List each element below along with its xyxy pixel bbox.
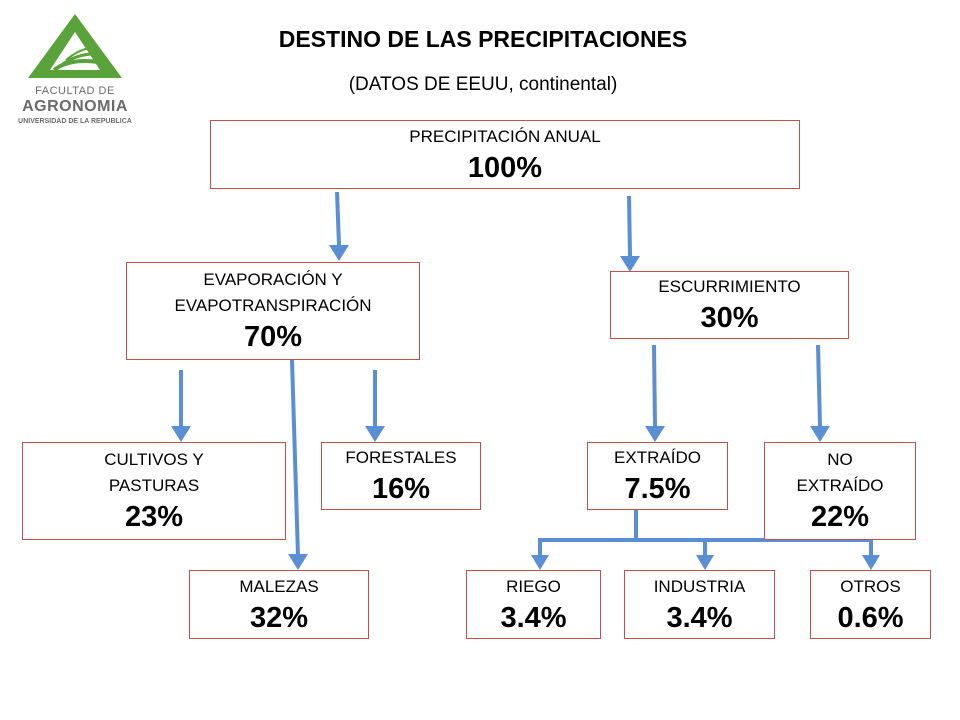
arrow-escur-noextraido [816,344,822,427]
node-label: RIEGO [506,576,561,596]
node-cultivos: CULTIVOS Y PASTURAS 23% [22,442,286,540]
node-value: 30% [700,302,759,334]
node-label: EVAPORACIÓN Y [203,270,343,289]
node-industria: INDUSTRIA 3.4% [624,570,775,639]
node-value: 7.5% [624,473,691,505]
node-value: 70% [243,321,303,353]
logo-line3: UNIVERSIDAD DE LA REPUBLICA [18,118,132,125]
logo-line1: FACULTAD DE [35,85,115,97]
faculty-logo: FACULTAD DE AGRONOMIA UNIVERSIDAD DE LA … [10,10,140,132]
node-value: 100% [467,151,543,184]
arrow-precip-escur [627,195,632,257]
node-escurrimiento: ESCURRIMIENTO 30% [610,271,849,339]
page-subtitle: (DATOS DE EEUU, continental) [348,74,618,95]
node-otros: OTROS 0.6% [810,570,931,639]
logo-line2: AGRONOMIA [22,98,128,115]
arrow-precip-evap [335,191,341,246]
node-malezas: MALEZAS 32% [189,570,369,639]
node-value: 3.4% [666,601,733,634]
node-label: OTROS [840,576,901,596]
node-riego: RIEGO 3.4% [466,570,601,639]
node-label: NO [827,450,853,469]
arrow-escur-extraido [652,344,657,427]
page-title: DESTINO DE LAS PRECIPITACIONES [278,26,688,52]
node-value: 16% [371,473,431,505]
node-value: 0.6% [837,601,904,634]
node-precipitacion: PRECIPITACIÓN ANUAL 100% [210,120,800,189]
node-forestales: FORESTALES 16% [321,442,481,510]
arrow-evap-malezas [290,359,300,557]
node-label: ESCURRIMIENTO [658,277,801,296]
node-extraido: EXTRAÍDO 7.5% [587,442,728,510]
node-value: 22% [810,501,870,533]
node-label: EXTRAÍDO [796,476,884,495]
node-label: PASTURAS [108,476,200,495]
node-label: CULTIVOS Y [104,450,204,469]
node-label: INDUSTRIA [653,576,746,596]
node-label: PRECIPITACIÓN ANUAL [409,126,601,146]
node-label: FORESTALES [345,448,457,467]
node-value: 23% [124,501,184,533]
node-no-extraido: NO EXTRAÍDO 22% [764,442,916,540]
node-label: MALEZAS [239,576,319,596]
node-evaporacion: EVAPORACIÓN Y EVAPOTRANSPIRACIÓN 70% [126,262,420,360]
node-value: 32% [249,601,309,634]
logo-triangle-icon [28,14,122,78]
node-label: EXTRAÍDO [614,448,701,467]
node-label: EVAPOTRANSPIRACIÓN [174,296,372,315]
node-value: 3.4% [500,601,567,634]
